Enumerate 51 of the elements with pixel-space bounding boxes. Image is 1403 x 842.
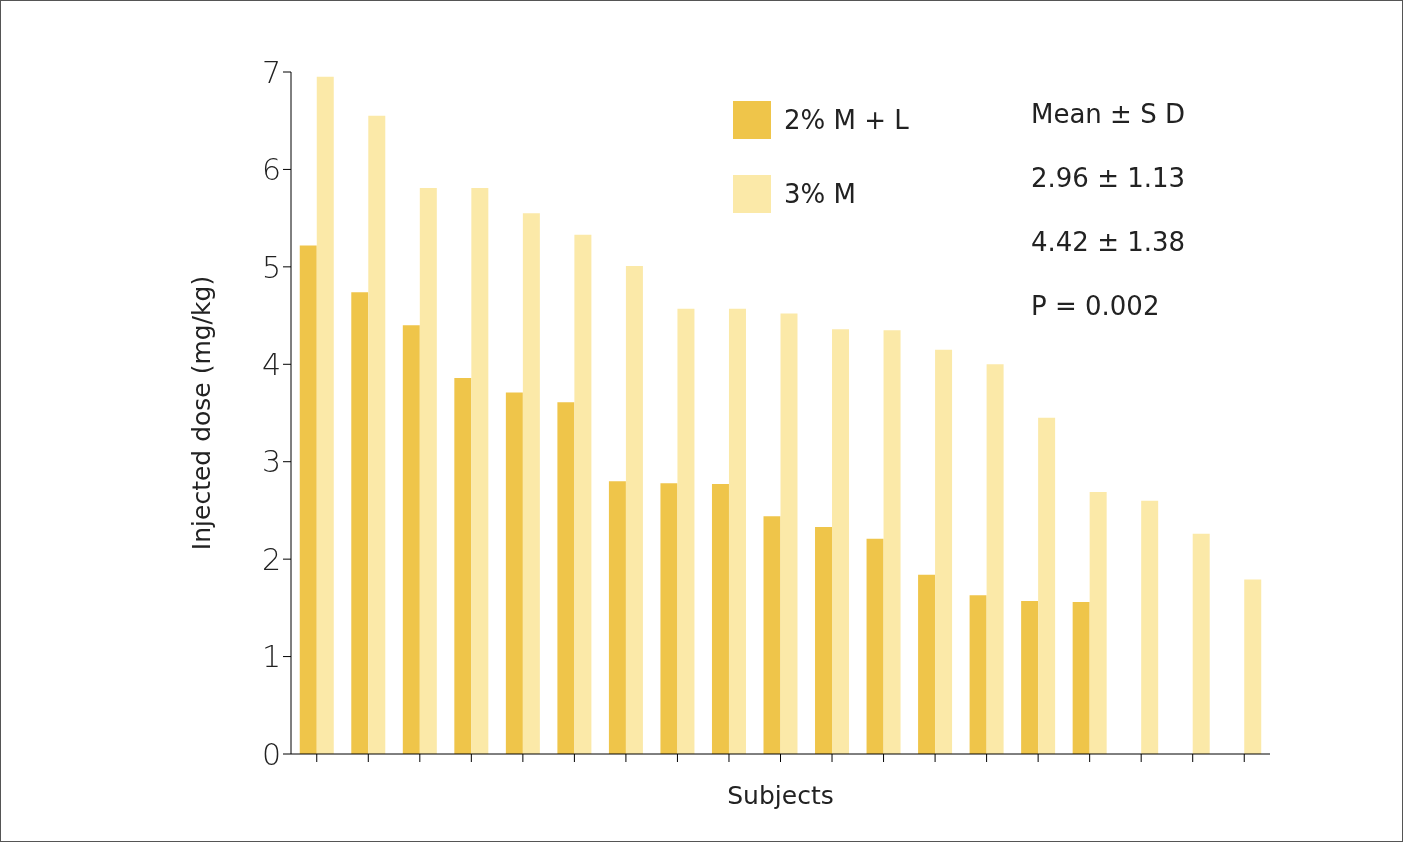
y-tick-label: 4 — [261, 346, 281, 382]
bar — [1192, 533, 1210, 754]
y-tick-label: 6 — [261, 152, 281, 188]
bar — [918, 574, 936, 754]
y-tick-label: 7 — [261, 54, 281, 90]
y-tick-label: 3 — [261, 444, 281, 480]
legend-label: 2% M + L — [784, 105, 909, 135]
y-axis-title: Injected dose (mg/kg) — [186, 275, 216, 551]
bar — [625, 265, 643, 754]
bar — [1021, 601, 1039, 754]
bar — [711, 484, 729, 754]
bar — [316, 76, 334, 754]
annotation: Mean ± S D — [1031, 99, 1186, 131]
bar — [986, 364, 1004, 754]
annotation: 2.96 ± 1.13 — [1031, 163, 1186, 195]
x-axis-title: Subjects — [727, 781, 834, 810]
y-tick-label: 0 — [261, 736, 281, 772]
bar — [471, 187, 489, 754]
bar — [368, 115, 386, 754]
bar — [866, 538, 884, 754]
bar — [557, 402, 575, 754]
bar — [1072, 602, 1090, 754]
bar — [660, 483, 678, 754]
bar — [1089, 491, 1107, 754]
bar — [969, 595, 987, 754]
bar — [1038, 417, 1056, 754]
y-tick-label: 5 — [261, 249, 281, 285]
bar — [505, 392, 523, 754]
bar — [402, 325, 420, 754]
bar — [763, 516, 781, 754]
bar — [522, 213, 540, 754]
bar — [1141, 500, 1159, 754]
bar — [780, 313, 798, 754]
bar — [935, 349, 953, 754]
annotation: 4.42 ± 1.38 — [1031, 227, 1186, 259]
bar — [608, 481, 626, 754]
bar — [574, 234, 592, 754]
bar — [815, 526, 833, 754]
y-tick-label: 1 — [261, 639, 281, 675]
bar — [728, 308, 746, 754]
bar — [299, 245, 317, 754]
legend-label: 3% M — [784, 179, 856, 209]
bar — [677, 308, 695, 754]
bar — [832, 329, 850, 754]
bar — [419, 187, 437, 754]
bar — [351, 292, 369, 754]
y-tick-label: 2 — [261, 541, 281, 577]
bar — [1244, 579, 1262, 754]
annotation: P = 0.002 — [1031, 291, 1161, 323]
bar — [883, 330, 901, 754]
bar — [454, 377, 472, 754]
